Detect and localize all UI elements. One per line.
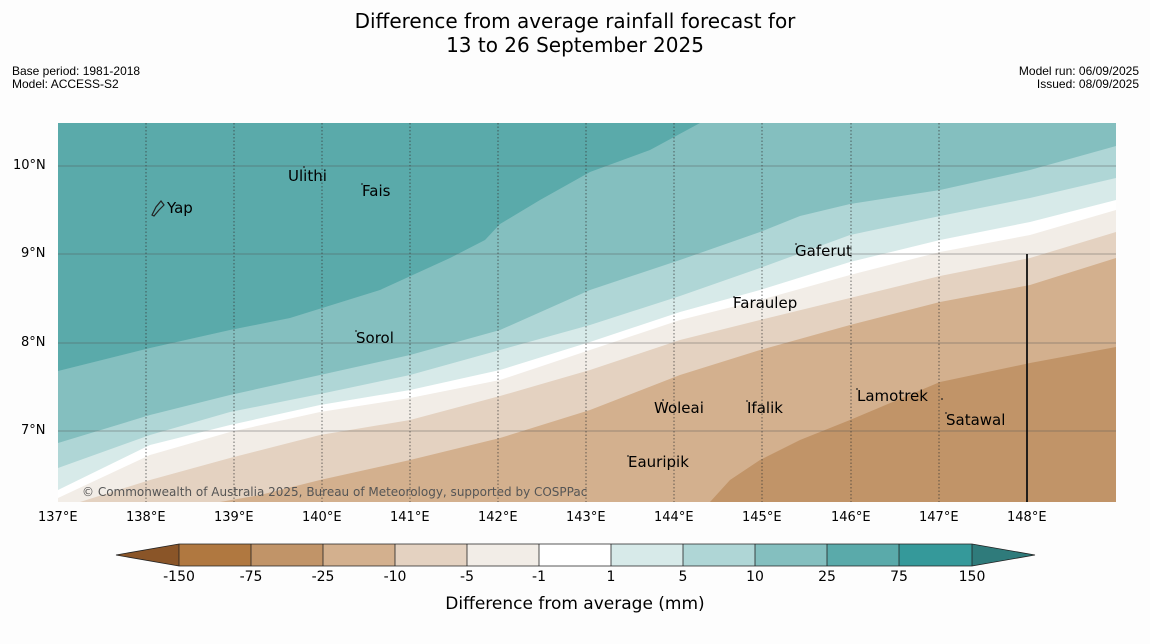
place-ifalik: Ifalik: [747, 399, 783, 417]
colorbar-swatch-7: [611, 544, 683, 566]
model-run: Model run: 06/09/2025: [1018, 64, 1139, 78]
colorbar-tick: -5: [460, 569, 474, 585]
lon-label-144: 144°E: [654, 510, 694, 525]
lon-label-142: 142°E: [478, 510, 518, 525]
colorbar-tick: -75: [239, 569, 263, 585]
place-ulithi: Ulithi: [288, 167, 327, 185]
base-period: Base period: 1981-2018: [12, 64, 141, 78]
colorbar-swatch-1: [179, 544, 251, 566]
colorbar: [115, 543, 1036, 567]
meta-left: Base period: 1981-2018 Model: ACCESS-S2: [12, 65, 140, 91]
place-eauripik: Eauripik: [628, 453, 689, 471]
place-gaferut: Gaferut: [795, 242, 852, 260]
place-woleai: Woleai: [654, 399, 704, 417]
island-markers: [303, 166, 947, 457]
colorbar-extend-high: [972, 544, 1035, 566]
map-title-line2: 13 to 26 September 2025: [446, 33, 704, 57]
lon-label-140: 140°E: [302, 510, 342, 525]
lon-label-141: 141°E: [390, 510, 430, 525]
colorbar-swatch-4: [395, 544, 467, 566]
lat-label-7n: 7°N: [21, 423, 46, 438]
place-labels: Yap Ulithi Fais Gaferut Faraulep Sorol W…: [166, 167, 1005, 471]
lat-label-8n: 8°N: [21, 335, 46, 350]
colorbar-tick: 10: [746, 569, 764, 585]
colorbar-dividers: [178, 544, 973, 566]
issued-date: Issued: 08/09/2025: [1036, 77, 1139, 91]
colorbar-tick: -150: [163, 569, 195, 585]
place-satawal: Satawal: [946, 411, 1005, 429]
lon-label-143: 143°E: [566, 510, 606, 525]
meta-right: Model run: 06/09/2025 Issued: 08/09/2025: [1019, 65, 1139, 91]
place-fais: Fais: [362, 182, 391, 200]
longitude-gridlines: [145, 123, 940, 502]
colorbar-tick: 75: [890, 569, 908, 585]
colorbar-tick: 5: [678, 569, 688, 585]
colorbar-tick: 25: [818, 569, 836, 585]
colorbar-swatch-8: [683, 544, 755, 566]
colorbar-tick: -1: [532, 569, 546, 585]
place-lamotrek: Lamotrek: [857, 387, 928, 405]
lon-label-137: 137°E: [38, 510, 78, 525]
lon-label-148: 148°E: [1007, 510, 1047, 525]
colorbar-tick: 1: [606, 569, 616, 585]
place-yap: Yap: [166, 199, 193, 217]
colorbar-swatch-6: [539, 544, 611, 566]
colorbar-swatch-3: [323, 544, 395, 566]
colorbar-swatch-11: [899, 544, 972, 566]
colorbar-swatch-9: [755, 544, 827, 566]
band-25-to-75: [58, 123, 700, 371]
copyright-notice: © Commonwealth of Australia 2025, Bureau…: [82, 485, 587, 499]
colorbar-tick: -10: [383, 569, 407, 585]
place-faraulep: Faraulep: [733, 294, 797, 312]
colorbar-label: Difference from average (mm): [445, 594, 705, 614]
map-area: Yap Ulithi Fais Gaferut Faraulep Sorol W…: [58, 123, 1116, 502]
place-sorol: Sorol: [356, 329, 394, 347]
latitude-gridlines: [58, 165, 1116, 432]
map-title-line1: Difference from average rainfall forecas…: [354, 9, 796, 33]
yap-island-shape: [151, 200, 165, 217]
lon-label-139: 139°E: [214, 510, 254, 525]
lon-label-145: 145°E: [742, 510, 782, 525]
lon-label-147: 147°E: [919, 510, 959, 525]
colorbar-tick: -25: [311, 569, 335, 585]
model-name: Model: ACCESS-S2: [12, 77, 119, 91]
lat-label-10n: 10°N: [13, 158, 46, 173]
lat-label-9n: 9°N: [21, 246, 46, 261]
colorbar-tick: 150: [958, 569, 986, 585]
lon-label-146: 146°E: [831, 510, 871, 525]
colorbar-swatch-10: [827, 544, 899, 566]
colorbar-extend-low: [116, 544, 179, 566]
colorbar-swatch-2: [251, 544, 323, 566]
lon-label-138: 138°E: [126, 510, 166, 525]
colorbar-swatch-5: [467, 544, 539, 566]
